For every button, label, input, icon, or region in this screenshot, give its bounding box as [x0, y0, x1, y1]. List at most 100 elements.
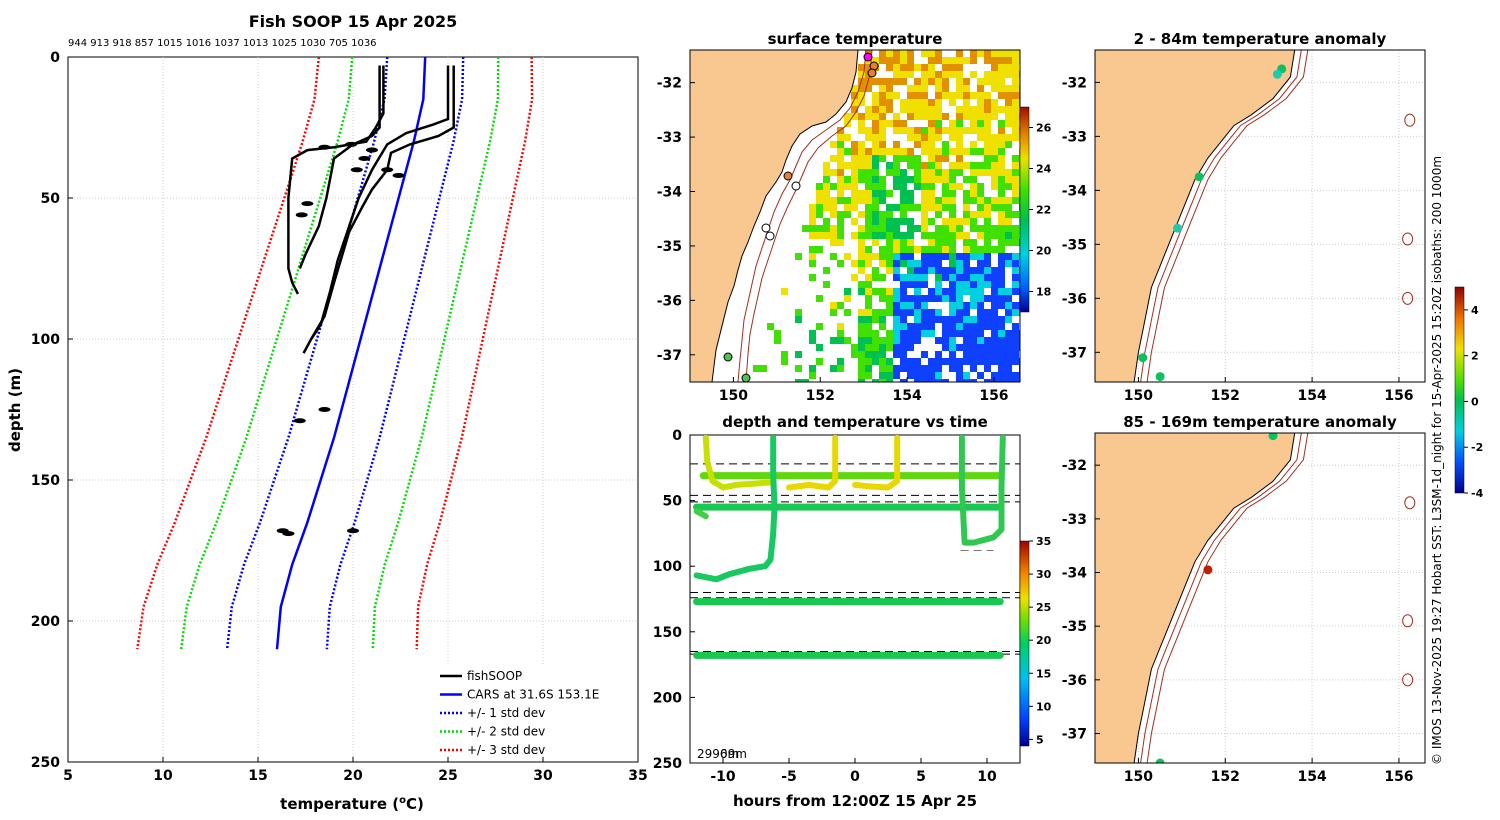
- sst-pixel: [893, 218, 900, 225]
- sst-pixel: [1005, 120, 1012, 127]
- sst-pixel: [872, 120, 879, 127]
- sst-pixel: [914, 365, 921, 372]
- sst-pixel: [970, 344, 977, 351]
- sst-pixel: [851, 169, 858, 176]
- sst-pixel: [949, 337, 956, 344]
- sst-pixel: [837, 148, 844, 155]
- profile-fishsoop-point: [293, 418, 306, 424]
- sst-pixel: [921, 211, 928, 218]
- sst-pixel: [977, 323, 984, 330]
- sst-pixel: [998, 253, 1005, 260]
- sst-pixel: [851, 99, 858, 106]
- sst-pixel: [816, 197, 823, 204]
- sst-pixel: [851, 141, 858, 148]
- sst-pixel: [949, 246, 956, 253]
- sst-pixel: [907, 239, 914, 246]
- sst-pixel: [991, 337, 998, 344]
- sst-pixel: [865, 190, 872, 197]
- sst-pixel: [970, 57, 977, 64]
- sst-pixel: [949, 267, 956, 274]
- sst-pixel: [893, 162, 900, 169]
- sst-pixel: [1012, 134, 1019, 141]
- sst-pixel: [921, 78, 928, 85]
- sst-pixel: [872, 127, 879, 134]
- sst-pixel: [921, 204, 928, 211]
- timeseries-x-tick-label: 10: [977, 769, 997, 785]
- sst-pixel: [977, 169, 984, 176]
- sst-pixel: [928, 267, 935, 274]
- sst-pixel: [914, 372, 921, 379]
- sst-pixel: [1005, 113, 1012, 120]
- sst-pixel: [893, 204, 900, 211]
- sst-pixel: [914, 113, 921, 120]
- sst-pixel: [830, 309, 837, 316]
- sst-colorbar-label: 18: [1036, 286, 1051, 299]
- sst-pixel: [872, 183, 879, 190]
- sst-pixel: [907, 71, 914, 78]
- sst-pixel: [956, 106, 963, 113]
- sst-pixel: [942, 155, 949, 162]
- sst-pixel: [991, 183, 998, 190]
- sst-pixel: [921, 64, 928, 71]
- sst-pixel: [984, 281, 991, 288]
- sst-pixel: [914, 99, 921, 106]
- sst-pixel: [886, 288, 893, 295]
- sst-pixel: [942, 358, 949, 365]
- sst-pixel: [949, 197, 956, 204]
- sst-pixel: [977, 120, 984, 127]
- sst-pixel: [928, 141, 935, 148]
- sst-pixel: [998, 302, 1005, 309]
- sst-pixel: [921, 162, 928, 169]
- sst-pixel: [872, 148, 879, 155]
- sst-pixel: [914, 267, 921, 274]
- sst-pixel: [900, 99, 907, 106]
- sst-pixel: [970, 323, 977, 330]
- sst-pixel: [984, 106, 991, 113]
- sst-pixel: [998, 281, 1005, 288]
- sst-pixel: [837, 358, 844, 365]
- sst-pixel: [893, 295, 900, 302]
- sst-pixel: [928, 260, 935, 267]
- sst-pixel: [956, 302, 963, 309]
- sst-pixel: [865, 330, 872, 337]
- sst-pixel: [858, 309, 865, 316]
- sst-pixel: [991, 358, 998, 365]
- sst-pixel: [928, 239, 935, 246]
- sst-pixel: [837, 302, 844, 309]
- sst-pixel: [984, 337, 991, 344]
- sst-pixel: [1005, 64, 1012, 71]
- sst-pixel: [921, 295, 928, 302]
- sst-pixel: [942, 141, 949, 148]
- sst-pixel: [830, 183, 837, 190]
- sst-pixel: [879, 57, 886, 64]
- sst-pixel: [921, 330, 928, 337]
- sst-pixel: [823, 267, 830, 274]
- anomaly-colorbar: [1454, 286, 1465, 494]
- sst-pixel: [935, 239, 942, 246]
- sst-pixel: [914, 316, 921, 323]
- sst-pixel: [942, 330, 949, 337]
- sst-pixel: [1005, 260, 1012, 267]
- sst-pixel: [949, 253, 956, 260]
- sst-pixel: [795, 253, 802, 260]
- timeseries-colorbar: [1019, 540, 1030, 747]
- sst-pixel: [844, 148, 851, 155]
- sst-pixel: [921, 260, 928, 267]
- sst-pixel: [949, 302, 956, 309]
- sst-pixel: [970, 148, 977, 155]
- timeseries-x-tick-label: -10: [710, 769, 736, 785]
- sst-pixel: [837, 134, 844, 141]
- profile-y-tick-label: 150: [31, 473, 60, 489]
- sst-pixel: [886, 169, 893, 176]
- sst-pixel: [949, 232, 956, 239]
- sst-pixel: [900, 358, 907, 365]
- sst-pixel: [921, 365, 928, 372]
- sst-pixel: [886, 120, 893, 127]
- sst-pixel: [977, 358, 984, 365]
- sst-pixel: [858, 120, 865, 127]
- sst-pixel: [963, 239, 970, 246]
- sst-pixel: [816, 358, 823, 365]
- sst-pixel: [844, 162, 851, 169]
- sst-pixel: [1012, 85, 1019, 92]
- sst-pixel: [823, 197, 830, 204]
